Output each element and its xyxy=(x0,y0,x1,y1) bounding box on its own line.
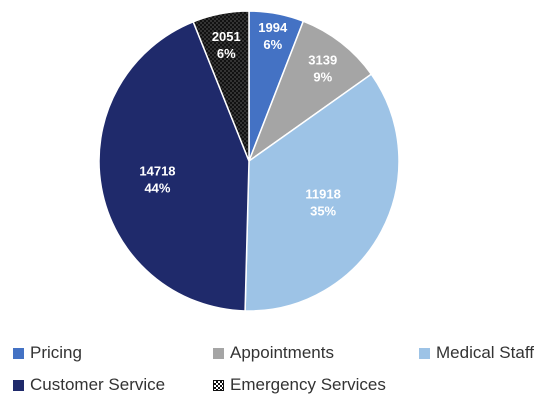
legend-label-emergency-services: Emergency Services xyxy=(230,375,386,394)
percent-label-customer-service: 44% xyxy=(144,180,170,195)
percent-label-appointments: 9% xyxy=(313,69,332,84)
legend-item-pricing: Pricing xyxy=(13,343,82,363)
legend-swatch-medical-staff xyxy=(419,347,430,359)
legend-swatch-emergency-services xyxy=(213,379,224,391)
legend-label-appointments: Appointments xyxy=(230,343,334,362)
legend: Pricing Appointments Medical Staff Custo… xyxy=(0,336,550,401)
value-label-pricing: 1994 xyxy=(258,20,288,35)
legend-item-appointments: Appointments xyxy=(213,343,334,363)
value-label-emergency-services: 2051 xyxy=(212,29,241,44)
legend-label-medical-staff: Medical Staff xyxy=(436,343,534,362)
value-label-medical-staff: 11918 xyxy=(305,187,340,202)
pie-slice-emergency-services xyxy=(192,10,250,162)
legend-label-customer-service: Customer Service xyxy=(30,375,166,394)
legend-swatch-customer-service xyxy=(13,379,24,391)
pie-slice-medical-staff xyxy=(244,73,400,312)
pie-slice-customer-service xyxy=(98,20,250,312)
percent-label-medical-staff: 35% xyxy=(310,204,336,219)
value-label-customer-service: 14718 xyxy=(139,163,175,178)
pie-labels: 1994 6% 3139 9% 11918 35% 14718 44% 2051 6% xyxy=(139,20,340,218)
pie-slices xyxy=(98,10,400,312)
legend-label-pricing: Pricing xyxy=(30,343,82,362)
pie-slice-appointments xyxy=(247,20,373,164)
legend-swatch-appointments xyxy=(213,347,224,359)
legend-item-emergency-services: Emergency Services xyxy=(213,375,386,395)
legend-item-medical-staff: Medical Staff xyxy=(419,343,534,363)
legend-item-customer-service: Customer Service xyxy=(13,375,165,395)
percent-label-emergency-services: 6% xyxy=(217,46,236,61)
value-label-appointments: 3139 xyxy=(308,52,337,67)
percent-label-pricing: 6% xyxy=(263,37,282,52)
legend-swatch-pricing xyxy=(13,347,24,359)
